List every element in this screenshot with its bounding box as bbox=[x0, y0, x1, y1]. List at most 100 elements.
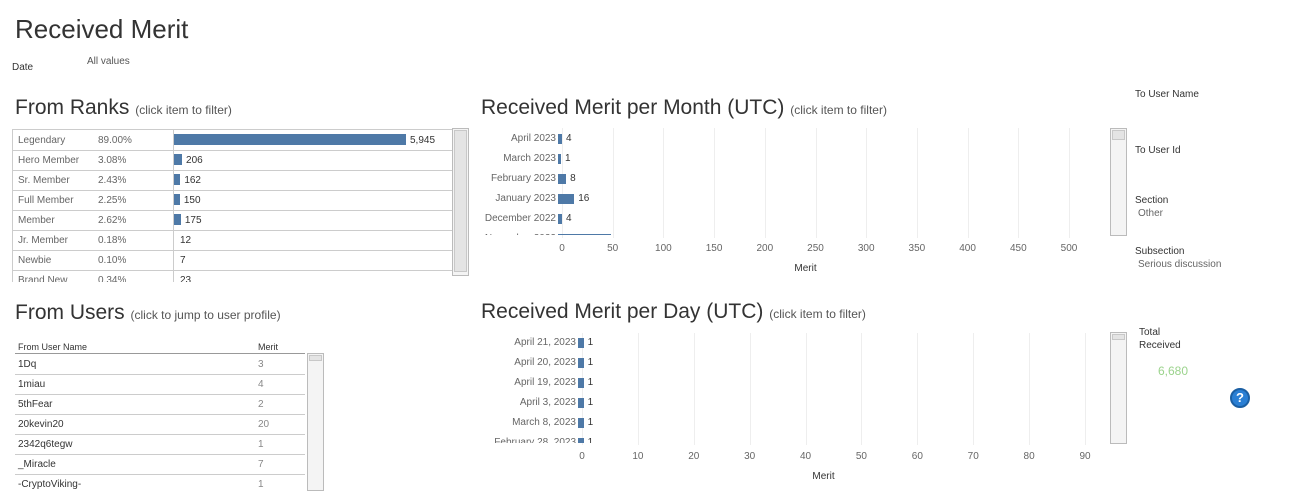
user-row[interactable]: -CryptoViking- 1 bbox=[15, 474, 305, 490]
user-row[interactable]: 5thFear 2 bbox=[15, 394, 305, 415]
bar[interactable] bbox=[578, 378, 584, 388]
rank-row[interactable]: Legendary 89.00% 5,945 bbox=[13, 130, 453, 151]
per-day-scroll-thumb[interactable] bbox=[1112, 334, 1125, 340]
rank-row[interactable]: Jr. Member 0.18% 12 bbox=[13, 230, 453, 251]
rank-bar-cell[interactable]: 150 bbox=[173, 190, 453, 210]
bar[interactable] bbox=[558, 154, 561, 164]
from-users-col-merit[interactable]: Merit bbox=[258, 342, 278, 352]
axis-tick-label: 90 bbox=[1079, 451, 1091, 462]
user-row[interactable]: 1miau 4 bbox=[15, 374, 305, 395]
section-filter-value[interactable]: Other bbox=[1138, 208, 1164, 219]
category-label[interactable]: April 21, 2023 bbox=[514, 337, 576, 348]
user-name-link[interactable]: 5thFear bbox=[18, 399, 53, 410]
bar[interactable] bbox=[558, 134, 563, 144]
grid-line bbox=[714, 128, 716, 238]
rank-percent: 3.08% bbox=[98, 155, 127, 166]
bar[interactable] bbox=[558, 194, 575, 204]
from-users-scrollbar[interactable] bbox=[307, 353, 324, 491]
category-label[interactable]: April 3, 2023 bbox=[519, 397, 576, 408]
total-received-value: 6,680 bbox=[1158, 364, 1189, 378]
user-name-link[interactable]: -CryptoViking- bbox=[18, 479, 82, 490]
to-user-id-label[interactable]: To User Id bbox=[1135, 145, 1181, 156]
axis-tick-label: 150 bbox=[705, 243, 723, 254]
axis-tick-label: 70 bbox=[967, 451, 979, 462]
x-axis-title: Merit bbox=[794, 263, 817, 274]
rank-bar[interactable] bbox=[174, 194, 180, 205]
rank-row[interactable]: Newbie 0.10% 7 bbox=[13, 250, 453, 271]
from-users-col-name[interactable]: From User Name bbox=[18, 342, 88, 352]
date-filter-value[interactable]: All values bbox=[87, 56, 130, 67]
user-name-link[interactable]: 20kevin20 bbox=[18, 419, 64, 430]
user-row[interactable]: 1Dq 3 bbox=[15, 354, 305, 375]
rank-row[interactable]: Hero Member 3.08% 206 bbox=[13, 150, 453, 171]
per-month-scrollbar[interactable] bbox=[1110, 128, 1127, 236]
subsection-filter-value[interactable]: Serious discussion bbox=[1138, 259, 1222, 270]
category-label[interactable]: November 2022 bbox=[485, 233, 556, 235]
user-name-link[interactable]: 2342q6tegw bbox=[18, 439, 73, 450]
rank-bar-label: 23 bbox=[180, 275, 192, 282]
rank-bar[interactable] bbox=[174, 174, 181, 185]
user-row[interactable]: _Miracle 7 bbox=[15, 454, 305, 475]
bar[interactable] bbox=[558, 214, 563, 224]
rank-row[interactable]: Member 2.62% 175 bbox=[13, 210, 453, 231]
rank-name: Hero Member bbox=[18, 155, 80, 166]
rank-row[interactable]: Brand New 0.34% 23 bbox=[13, 270, 453, 282]
grid-line bbox=[917, 333, 919, 445]
from-users-title-text: From Users bbox=[15, 301, 125, 324]
category-label[interactable]: March 2023 bbox=[503, 153, 556, 164]
user-name-link[interactable]: _Miracle bbox=[18, 459, 56, 470]
user-row[interactable]: 2342q6tegw 1 bbox=[15, 434, 305, 455]
user-name-link[interactable]: 1Dq bbox=[18, 359, 37, 370]
category-label[interactable]: December 2022 bbox=[484, 213, 556, 224]
bar[interactable] bbox=[578, 438, 584, 443]
axis-tick-label: 0 bbox=[579, 451, 585, 462]
grid-line bbox=[693, 333, 695, 445]
from-ranks-scrollbar[interactable] bbox=[452, 128, 469, 276]
rank-row[interactable]: Sr. Member 2.43% 162 bbox=[13, 170, 453, 191]
axis-tick-label: 300 bbox=[857, 243, 875, 254]
bar[interactable] bbox=[578, 338, 584, 348]
category-label[interactable]: April 20, 2023 bbox=[514, 357, 576, 368]
category-label[interactable]: April 19, 2023 bbox=[514, 377, 576, 388]
from-users-scroll-thumb[interactable] bbox=[309, 355, 322, 361]
rank-bar[interactable] bbox=[174, 134, 406, 145]
category-label[interactable]: February 28, 2023 bbox=[494, 437, 576, 443]
rank-bar-cell[interactable]: 7 bbox=[173, 250, 453, 270]
category-label[interactable]: February 2023 bbox=[490, 173, 556, 184]
user-row[interactable]: 20kevin20 20 bbox=[15, 414, 305, 435]
user-name-link[interactable]: 1miau bbox=[18, 379, 46, 390]
per-month-scroll-thumb[interactable] bbox=[1112, 130, 1125, 140]
rank-bar[interactable] bbox=[174, 154, 183, 165]
rank-bar-cell[interactable]: 23 bbox=[173, 270, 453, 282]
help-icon[interactable]: ? bbox=[1230, 388, 1250, 408]
bar[interactable] bbox=[558, 234, 611, 235]
grid-line bbox=[967, 128, 969, 238]
grid-line bbox=[861, 333, 863, 445]
date-filter-label: Date bbox=[12, 62, 34, 73]
rank-row[interactable]: Full Member 2.25% 150 bbox=[13, 190, 453, 211]
rank-bar-cell[interactable]: 206 bbox=[173, 150, 453, 170]
rank-bar-cell[interactable]: 175 bbox=[173, 210, 453, 230]
chart-rows-viewport: April 2023 4 March 2023 1 February 2023 8 Janu… bbox=[480, 128, 1109, 235]
per-month-hint: (click item to filter) bbox=[790, 103, 887, 117]
per-month-title-text: Received Merit per Month (UTC) bbox=[481, 96, 785, 119]
rank-bar-cell[interactable]: 12 bbox=[173, 230, 453, 250]
rank-bar-cell[interactable]: 162 bbox=[173, 170, 453, 190]
category-label[interactable]: April 2023 bbox=[510, 133, 556, 144]
rank-bar-cell[interactable]: 5,945 bbox=[173, 130, 453, 150]
user-merit: 4 bbox=[258, 379, 264, 390]
from-ranks-scroll-thumb[interactable] bbox=[454, 130, 467, 272]
rank-bar-label: 150 bbox=[183, 195, 201, 206]
bar[interactable] bbox=[578, 358, 584, 368]
bar[interactable] bbox=[558, 174, 567, 184]
rank-percent: 0.18% bbox=[98, 235, 127, 246]
per-day-scrollbar[interactable] bbox=[1110, 332, 1127, 444]
from-users-hint: (click to jump to user profile) bbox=[130, 308, 281, 322]
rank-bar[interactable] bbox=[174, 214, 181, 225]
category-label[interactable]: March 8, 2023 bbox=[512, 417, 576, 428]
category-label[interactable]: January 2023 bbox=[495, 193, 556, 204]
axis-tick-label: 0 bbox=[559, 243, 565, 254]
bar[interactable] bbox=[578, 398, 584, 408]
to-user-name-label[interactable]: To User Name bbox=[1135, 89, 1199, 100]
bar[interactable] bbox=[578, 418, 584, 428]
